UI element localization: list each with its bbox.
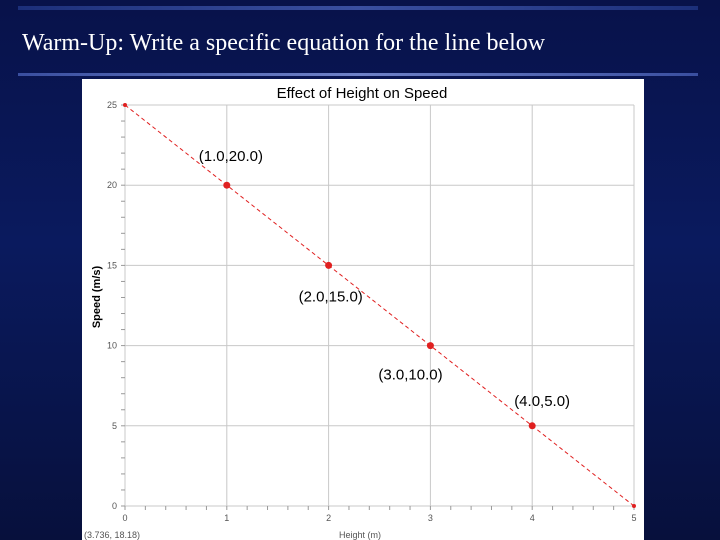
fit-line [124,104,635,507]
chart-panel: 0 1 2 3 4 5 0 5 10 15 20 25 (1.0,20.0) (2.0,15.0) (3.… [82,79,644,540]
y-tick-label: 10 [107,341,117,351]
data-point [426,342,434,350]
y-tick-label: 0 [112,501,117,511]
tick-layer: 0 1 2 3 4 5 0 5 10 15 20 25 [107,100,637,523]
x-tick-label: 0 [122,513,127,523]
fit-line-endpoint [123,103,127,107]
x-tick-label: 1 [224,513,229,523]
data-point [528,422,536,430]
data-point [223,181,231,189]
y-tick-label: 15 [107,260,117,270]
chart-svg: 0 1 2 3 4 5 0 5 10 15 20 25 (1.0,20.0) (2.0,15.0) (3.… [84,85,637,540]
data-label: (1.0,20.0) [199,148,263,165]
title-underline-rule [18,73,698,76]
cursor-readout: (3.736, 18.18) [84,530,140,540]
x-tick-label: 5 [631,513,636,523]
data-point [325,261,333,269]
y-tick-label: 25 [107,100,117,110]
line-layer [123,103,636,508]
top-decorative-rule [18,6,698,10]
data-label: (2.0,15.0) [299,288,363,305]
data-label: (4.0,5.0) [514,393,570,410]
label-layer: (1.0,20.0) (2.0,15.0) (3.0,10.0) (4.0,5.0) [199,148,570,410]
grid-layer [124,104,635,507]
y-tick-label: 5 [112,421,117,431]
x-axis-label: Height (m) [339,530,381,540]
y-tick-label: 20 [107,180,117,190]
x-tick-label: 3 [428,513,433,523]
slide-title: Warm-Up: Write a specific equation for t… [22,30,546,56]
y-axis-label: Speed (m/s) [91,265,103,328]
fit-line-endpoint [632,504,636,508]
x-tick-label: 4 [530,513,535,523]
data-label: (3.0,10.0) [378,367,442,384]
x-tick-label: 2 [326,513,331,523]
chart-title: Effect of Height on Speed [277,85,448,102]
point-layer [223,181,536,430]
